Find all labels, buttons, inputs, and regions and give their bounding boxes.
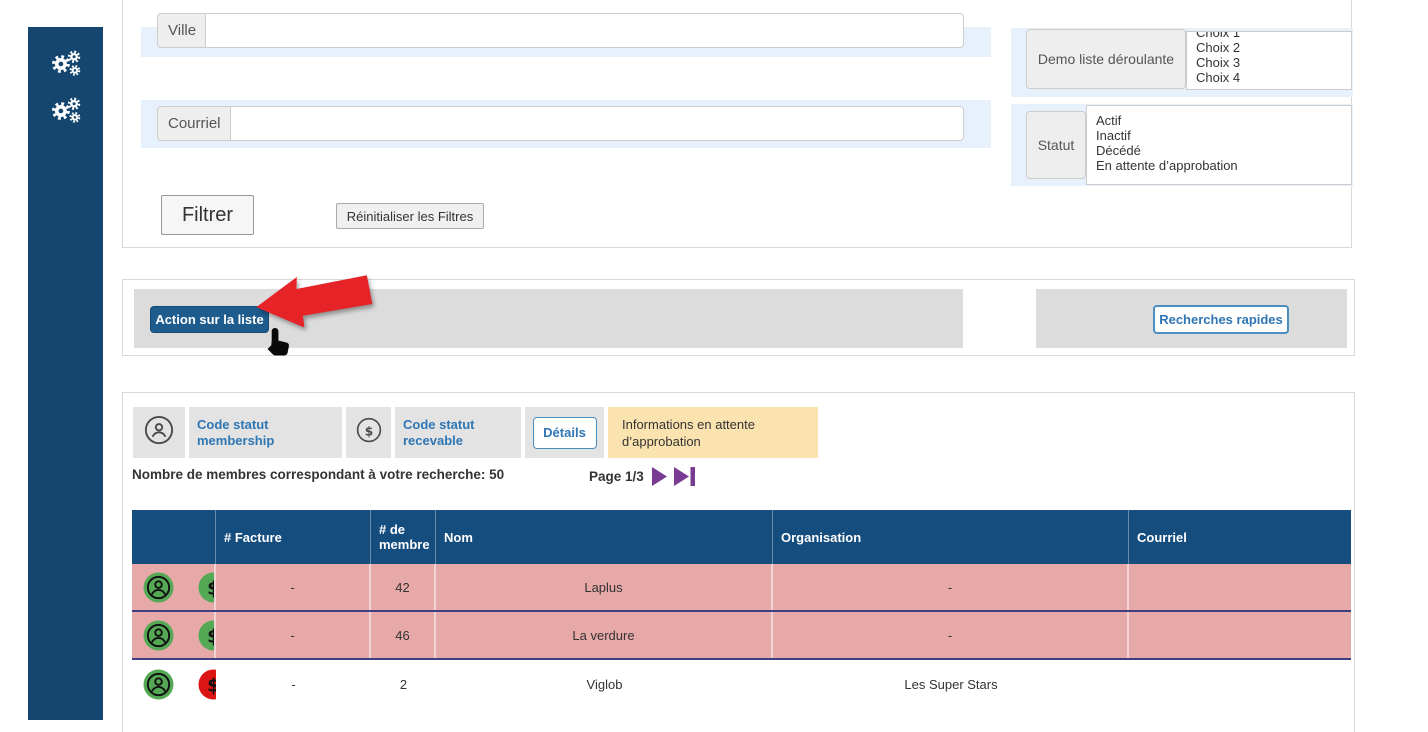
cell-membre: 46 [371, 612, 436, 658]
svg-text:$: $ [207, 578, 216, 599]
receivable-status-icon: $ [356, 417, 382, 448]
last-page-icon[interactable] [673, 467, 698, 486]
red-arrow-annotation [256, 275, 373, 327]
pending-approval-label: Informations en attente d’approbation [622, 416, 755, 449]
table-row: $ - 2 Viglob Les Super Stars [132, 660, 1351, 708]
cell-nom: La verdure [436, 612, 773, 658]
legend-details-segment: Détails [525, 407, 604, 458]
select-option[interactable]: Décédé [1096, 143, 1141, 158]
receivable-status-icon[interactable]: $ [198, 668, 216, 700]
membership-legend-label: Code statut membership [197, 416, 275, 448]
receivable-legend-label: Code statut recevable [403, 416, 475, 448]
receivable-status-icon[interactable]: $ [198, 619, 216, 651]
column-header: Nom [436, 510, 773, 564]
legend-membership-label-segment: Code statut membership [189, 407, 342, 458]
cell-nom: Viglob [586, 676, 623, 692]
page-indicator: Page 1/3 [589, 469, 644, 484]
svg-text:$: $ [364, 425, 372, 439]
action-on-list-button[interactable]: Action sur la liste [150, 306, 269, 333]
courriel-label: Courriel [157, 106, 231, 141]
svg-text:$: $ [207, 675, 216, 696]
result-count-text: Nombre de membres correspondant à votre … [132, 467, 505, 482]
legend-receivable-segment: $ [346, 407, 391, 458]
cogs-icon[interactable] [48, 47, 84, 81]
next-page-icon[interactable] [649, 467, 669, 486]
cell-nom: Laplus [436, 564, 773, 610]
quick-searches-button[interactable]: Recherches rapides [1153, 305, 1289, 334]
column-header: # de membre [371, 510, 436, 564]
cell-membre: 42 [371, 564, 436, 610]
cell-facture: - [216, 612, 371, 658]
column-header: Courriel [1137, 529, 1187, 545]
row-status-icons: $ [132, 564, 216, 610]
pagination: Page 1/3 [589, 467, 698, 486]
membership-status-icon[interactable] [143, 668, 174, 700]
member-status-icon [144, 415, 174, 450]
cell-membre: 2 [399, 676, 408, 692]
select-option[interactable]: Choix 4 [1196, 70, 1241, 85]
members-table: # Facture # de membre Nom Organisation Courr… [132, 510, 1351, 708]
svg-text:$: $ [207, 626, 216, 647]
legend-membership-segment [133, 407, 185, 458]
select-option[interactable]: Choix 2 [1196, 40, 1241, 55]
ville-input[interactable] [206, 13, 964, 48]
action-panel: Action sur la liste Recherches rapides [122, 275, 1355, 356]
demo-select-label: Demo liste déroulante [1026, 29, 1186, 89]
hand-cursor-icon [267, 328, 289, 356]
select-option[interactable]: Choix 3 [1196, 55, 1241, 70]
filter-button[interactable]: Filtrer [161, 195, 254, 235]
row-status-icons: $ [132, 660, 216, 708]
cell-organisation: Les Super Stars [904, 676, 998, 692]
courriel-input[interactable] [231, 106, 964, 141]
membership-status-icon[interactable] [143, 571, 174, 603]
cell-courriel [1129, 564, 1351, 610]
row-status-icons: $ [132, 612, 216, 658]
cell-courriel [1129, 660, 1351, 708]
cell-facture: - [216, 564, 371, 610]
select-option[interactable]: Choix 1 [1196, 31, 1241, 40]
sidebar [28, 27, 103, 720]
legend-receivable-label-segment: Code statut recevable [395, 407, 521, 458]
cell-facture: - [291, 676, 296, 692]
demo-select-listbox[interactable]: Choix 1 Choix 2 Choix 3 Choix 4 [1186, 31, 1352, 90]
filter-panel: Ville Courriel Demo liste déroulante Cho… [122, 0, 1353, 248]
ville-label: Ville [157, 13, 206, 48]
cogs-icon[interactable] [48, 94, 84, 128]
membership-status-icon[interactable] [143, 619, 174, 651]
table-header-row: # Facture # de membre Nom Organisation Courr… [132, 510, 1351, 564]
column-header: # Facture [216, 510, 371, 564]
statut-select-listbox[interactable]: Actif Inactif Décédé En attente d’approbati… [1086, 105, 1352, 185]
legend-pending-segment: Informations en attente d’approbation [608, 407, 818, 458]
reset-filters-button[interactable]: Réinitialiser les Filtres [336, 203, 484, 229]
select-option[interactable]: Inactif [1096, 128, 1131, 143]
column-header-icons [132, 510, 216, 564]
cell-courriel [1129, 612, 1351, 658]
results-panel: Code statut membership $ Code statut rec… [122, 392, 1355, 732]
cell-organisation: - [773, 564, 1129, 610]
cell-organisation: - [773, 612, 1129, 658]
details-button[interactable]: Détails [532, 416, 597, 449]
receivable-status-icon[interactable]: $ [198, 571, 216, 603]
select-option[interactable]: En attente d’approbation [1096, 158, 1238, 173]
column-header: Organisation [773, 510, 1129, 564]
statut-select-label: Statut [1026, 111, 1086, 179]
select-option[interactable]: Actif [1096, 113, 1122, 128]
